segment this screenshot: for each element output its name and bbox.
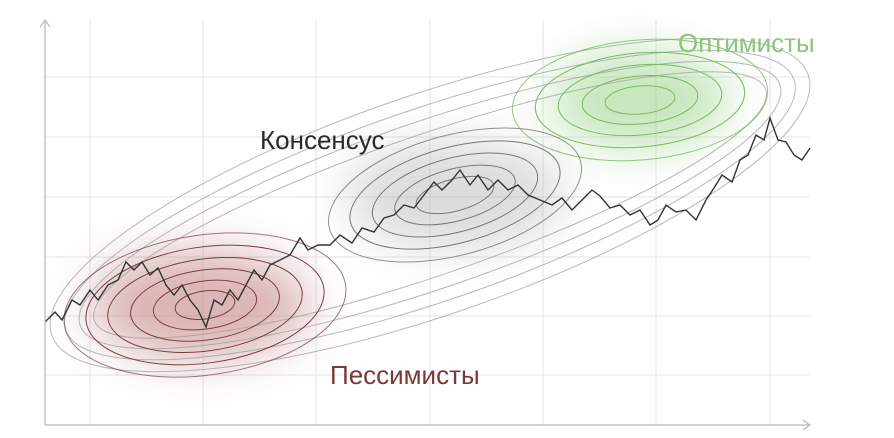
optimists-label: Оптимисты	[678, 28, 815, 58]
consensus-label: Консенсус	[260, 125, 385, 155]
x-axis	[45, 419, 812, 431]
glow	[90, 50, 730, 360]
y-axis	[39, 18, 51, 425]
pessimists-label: Пессимисты	[330, 360, 480, 390]
price-line	[44, 115, 811, 329]
contours	[49, 37, 811, 378]
